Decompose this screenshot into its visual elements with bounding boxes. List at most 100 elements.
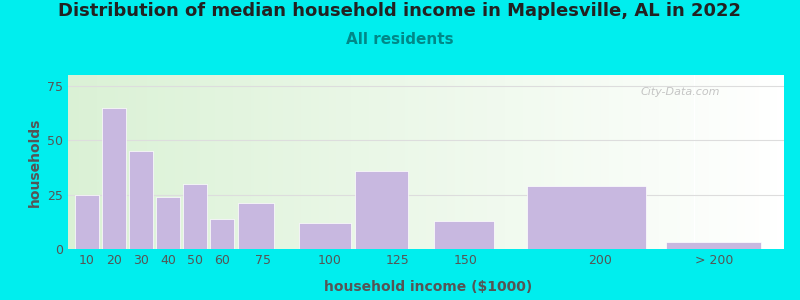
Bar [777, 75, 781, 249]
Bar [401, 75, 405, 249]
Bar [590, 75, 594, 249]
Bar [638, 75, 641, 249]
Bar [172, 75, 175, 249]
Bar [623, 75, 626, 249]
Bar [347, 75, 351, 249]
Bar [434, 221, 494, 249]
Bar [716, 75, 719, 249]
Bar [226, 75, 229, 249]
Bar [183, 184, 207, 249]
Bar [398, 75, 401, 249]
Bar [598, 75, 602, 249]
Bar [473, 75, 476, 249]
Bar [501, 75, 505, 249]
Bar [781, 75, 784, 249]
Bar [458, 75, 462, 249]
Bar [107, 75, 111, 249]
Bar [286, 75, 290, 249]
Bar [351, 75, 354, 249]
Bar [609, 75, 612, 249]
Bar [330, 75, 333, 249]
Bar [551, 75, 555, 249]
Bar [558, 75, 562, 249]
Bar [544, 75, 548, 249]
Bar [462, 75, 466, 249]
Bar [505, 75, 508, 249]
Bar [358, 75, 362, 249]
Bar [476, 75, 480, 249]
Bar [774, 75, 777, 249]
Bar [630, 75, 634, 249]
Bar [372, 75, 376, 249]
Bar [440, 75, 444, 249]
Bar [333, 75, 337, 249]
Bar [738, 75, 741, 249]
Bar [454, 75, 458, 249]
Bar [365, 75, 369, 249]
Bar [494, 75, 498, 249]
Bar [519, 75, 522, 249]
Bar [337, 75, 340, 249]
Bar [526, 75, 530, 249]
Bar [555, 75, 558, 249]
Bar [194, 75, 197, 249]
Bar [122, 75, 126, 249]
Bar [276, 75, 279, 249]
Bar [719, 75, 723, 249]
Bar [698, 75, 702, 249]
Bar [527, 186, 646, 249]
Bar [229, 75, 233, 249]
Bar [376, 75, 379, 249]
Bar [515, 75, 519, 249]
Bar [694, 75, 698, 249]
Bar [394, 75, 398, 249]
Bar [726, 75, 730, 249]
Bar [90, 75, 93, 249]
Bar [386, 75, 390, 249]
Bar [240, 75, 243, 249]
Bar [619, 75, 623, 249]
Bar [133, 75, 136, 249]
Text: All residents: All residents [346, 32, 454, 46]
Bar [301, 75, 304, 249]
Bar [204, 75, 208, 249]
Bar [433, 75, 437, 249]
Bar [93, 75, 97, 249]
Bar [498, 75, 501, 249]
Bar [766, 75, 770, 249]
Bar [422, 75, 426, 249]
Bar [723, 75, 726, 249]
Bar [662, 75, 666, 249]
Bar [279, 75, 282, 249]
Bar [150, 75, 154, 249]
Bar [587, 75, 590, 249]
Bar [269, 75, 272, 249]
Bar [508, 75, 512, 249]
Bar [522, 75, 526, 249]
Bar [390, 75, 394, 249]
Bar [644, 75, 648, 249]
Bar [658, 75, 662, 249]
Text: Distribution of median household income in Maplesville, AL in 2022: Distribution of median household income … [58, 2, 742, 20]
Bar [143, 75, 146, 249]
Bar [272, 75, 276, 249]
Bar [641, 75, 644, 249]
Bar [111, 75, 114, 249]
Bar [308, 75, 311, 249]
Bar [247, 75, 250, 249]
Bar [569, 75, 573, 249]
Bar [75, 195, 99, 249]
Bar [139, 75, 143, 249]
Bar [369, 75, 372, 249]
Bar [210, 218, 234, 249]
Bar [748, 75, 752, 249]
Bar [612, 75, 616, 249]
Bar [283, 75, 286, 249]
Bar [179, 75, 182, 249]
Bar [104, 75, 107, 249]
Y-axis label: households: households [27, 117, 42, 207]
Bar [218, 75, 222, 249]
Bar [655, 75, 658, 249]
Bar [294, 75, 297, 249]
Bar [444, 75, 447, 249]
